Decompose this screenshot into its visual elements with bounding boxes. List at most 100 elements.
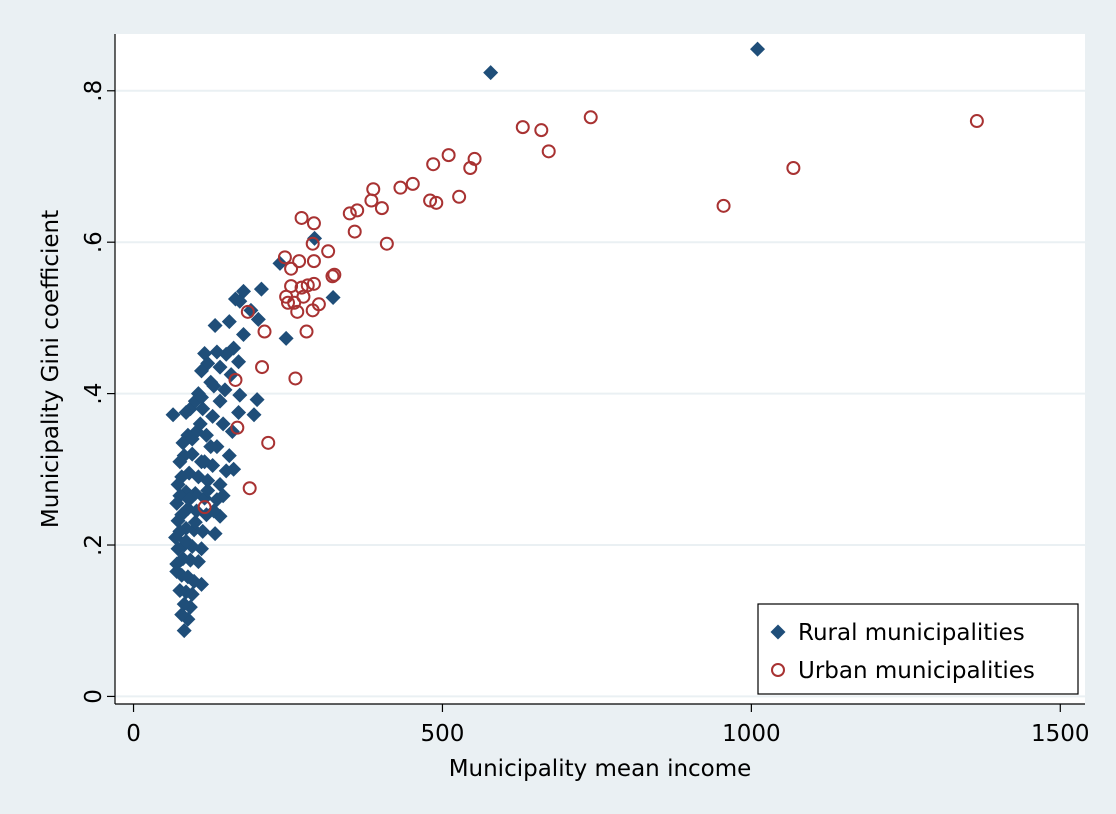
legend-rural-label: Rural municipalities	[798, 620, 1025, 646]
rural-point-51	[212, 476, 228, 492]
urban-point-24	[379, 236, 394, 251]
urban-point-44	[240, 304, 255, 319]
legend-box	[757, 603, 1079, 695]
rural-point-69	[207, 526, 223, 542]
rural-point-33	[178, 405, 194, 421]
rural-point-95	[176, 623, 192, 639]
urban-point-45	[257, 324, 272, 339]
rural-point-87	[169, 564, 185, 580]
rural-point-39	[221, 448, 237, 464]
rural-point-23	[193, 363, 209, 379]
urban-point-16	[452, 189, 467, 204]
urban-point-2	[716, 198, 731, 213]
urban-point-23	[347, 224, 362, 239]
rural-point-90	[172, 582, 188, 598]
urban-point-53	[197, 500, 212, 515]
gridlines	[115, 89, 1085, 698]
rural-point-100	[184, 431, 200, 447]
urban-point-26	[321, 244, 336, 259]
urban-point-29	[292, 254, 307, 269]
urban-point-30	[306, 254, 321, 269]
urban-point-7	[441, 148, 456, 163]
urban-point-32	[327, 267, 342, 282]
urban-point-49	[228, 372, 243, 387]
urban-point-42	[290, 304, 305, 319]
urban-point-34	[294, 280, 309, 295]
urban-point-14	[423, 193, 438, 208]
legend: Rural municipalities Urban municipalities	[757, 603, 1079, 695]
urban-point-43	[311, 297, 326, 312]
urban-point-40	[296, 289, 311, 304]
urban-point-15	[429, 195, 444, 210]
rural-point-5	[278, 330, 294, 346]
rural-point-68	[170, 513, 186, 529]
y-axis-label: Municipality Gini coefficient	[38, 210, 64, 528]
y-tick-label-0: 0	[81, 689, 107, 704]
urban-point-11	[405, 176, 420, 191]
urban-point-12	[393, 180, 408, 195]
urban-point-28	[284, 261, 299, 276]
rural-point-108	[203, 374, 219, 390]
urban-point-27	[277, 250, 292, 265]
rural-point-99	[192, 416, 208, 432]
urban-point-50	[230, 420, 245, 435]
rural-point-30	[165, 407, 181, 423]
rural-point-21	[212, 359, 228, 375]
urban-point-36	[306, 276, 321, 291]
legend-rural-marker	[770, 624, 786, 640]
rural-point-1	[483, 65, 499, 81]
rural-point-97	[226, 461, 242, 477]
rural-point-98	[203, 439, 219, 455]
urban-point-3	[583, 110, 598, 125]
rural-point-6	[253, 281, 269, 297]
y-tick-label-2: .4	[81, 383, 107, 405]
plot-area	[115, 34, 1085, 704]
urban-point-17	[350, 203, 365, 218]
rural-point-12	[236, 327, 252, 343]
urban-point-1	[786, 161, 801, 175]
urban-point-38	[280, 295, 295, 310]
x-tick-label-3: 1500	[1031, 721, 1090, 747]
rural-point-11	[227, 291, 243, 307]
x-tick-label-1: 500	[420, 721, 464, 747]
urban-point-4	[515, 120, 530, 135]
rural-point-17	[209, 344, 225, 360]
x-ticks: 0 500 1000 1500	[126, 704, 1090, 747]
rural-point-101	[200, 483, 216, 499]
rural-point-0	[750, 41, 766, 57]
rural-point-103	[181, 492, 197, 508]
legend-items: Rural municipalities Urban municipalities	[770, 620, 1035, 684]
urban-point-48	[288, 371, 303, 386]
urban-point-22	[306, 216, 321, 231]
rural-point-13	[221, 314, 237, 330]
urban-point-9	[426, 157, 441, 172]
rural-point-35	[215, 416, 231, 432]
urban-point-5	[534, 123, 549, 138]
rural-point-94	[174, 607, 190, 623]
urban-point-18	[342, 206, 357, 221]
legend-urban-marker	[771, 663, 785, 677]
rural-point-50	[172, 454, 188, 470]
rural-point-19	[231, 354, 247, 370]
rural-point-82	[169, 556, 185, 572]
rural-point-3	[272, 255, 288, 271]
x-axis-label: Municipality mean income	[449, 756, 752, 782]
rural-point-107	[212, 393, 228, 409]
rural-point-109	[193, 389, 209, 405]
urban-point-52	[242, 481, 257, 496]
rural-point-4	[325, 289, 341, 305]
rural-point-56	[170, 476, 186, 492]
urban-point-6	[541, 144, 556, 159]
rural-point-104	[187, 514, 203, 530]
urban-point-31	[325, 269, 340, 284]
urban-point-51	[261, 435, 276, 450]
y-ticks: 0 .2 .4 .6 .8	[81, 80, 115, 704]
y-tick-label-1: .2	[81, 534, 107, 556]
urban-point-47	[255, 360, 270, 375]
urban-point-20	[364, 193, 379, 208]
rural-point-24	[232, 387, 248, 403]
x-tick-label-0: 0	[126, 721, 141, 747]
rural-point-9	[250, 311, 266, 327]
rural-point-26	[246, 407, 262, 423]
